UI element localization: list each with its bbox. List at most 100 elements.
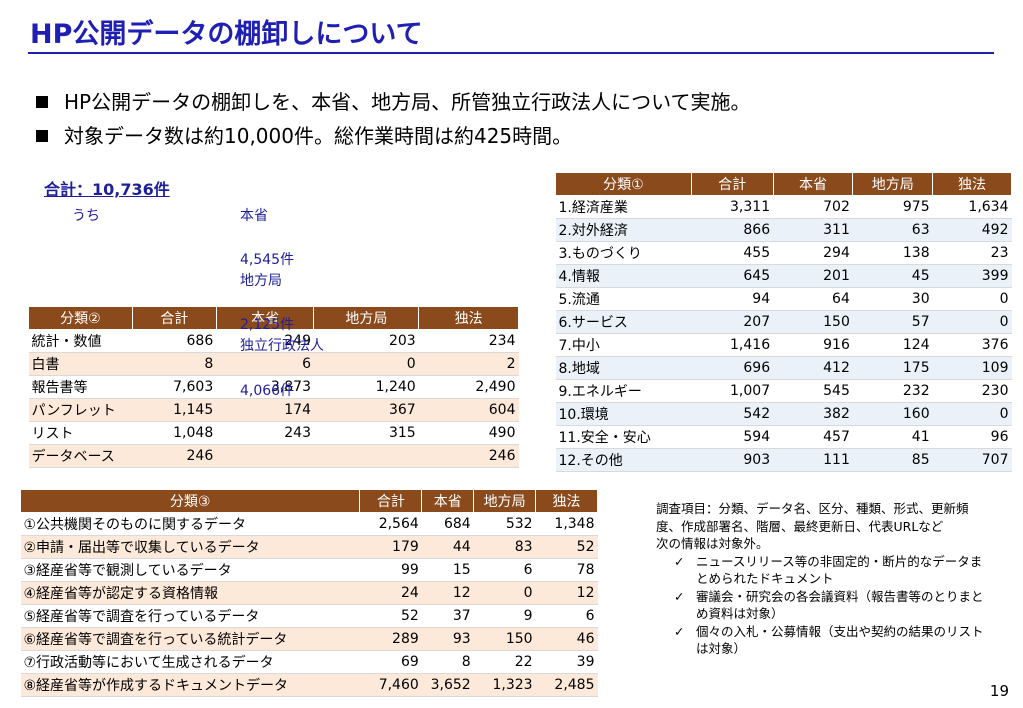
- table-cell: 2,485: [535, 673, 598, 697]
- table-cell: 52: [535, 535, 598, 559]
- table-cell: 311: [773, 218, 853, 242]
- table-cell: 686: [132, 329, 217, 353]
- table-cell: 109: [932, 356, 1012, 380]
- table-cell: 382: [773, 402, 853, 426]
- table-cell: 報告書等: [28, 375, 133, 399]
- table-cell: 39: [535, 650, 598, 674]
- table-row: ⑥経産省等で調査を行っている統計データ 289 93 150 46: [20, 627, 598, 651]
- exclusion-intro: 次の情報は対象外。: [656, 536, 769, 551]
- bullet-text: 対象データ数は約10,000件。総作業時間は約425時間。: [64, 124, 573, 148]
- table-cell: 15: [421, 558, 474, 582]
- table-row: ④経産省等が認定する資格情報 24 12 0 12: [20, 581, 598, 605]
- table-row: ①公共機関そのものに関するデータ 2,564 684 532 1,348: [20, 512, 598, 536]
- table-cell: 0: [932, 287, 1012, 311]
- table-cell: 6: [473, 558, 536, 582]
- table-row: パンフレット 1,145 174 367 604: [28, 398, 519, 422]
- table-row: 12.その他 903 111 85 707: [555, 448, 1012, 472]
- table-cell: 96: [932, 425, 1012, 449]
- exclusion-item: ✓ 個々の入札・公募情報（支出や契約の結果のリストは対象）: [656, 623, 986, 658]
- table-cell: 866: [691, 218, 774, 242]
- table-cell: 7,603: [132, 375, 217, 399]
- table-cell: 7.中小: [555, 333, 692, 357]
- table-cell: 白書: [28, 352, 133, 376]
- table-cell: 412: [773, 356, 853, 380]
- table-cell: 99: [359, 558, 422, 582]
- table-cell: 2,490: [418, 375, 519, 399]
- table-row: 1.経済産業 3,311 702 975 1,634: [555, 195, 1012, 219]
- table-cell: 8: [421, 650, 474, 674]
- table-cell: 294: [773, 241, 853, 265]
- check-icon: ✓: [674, 553, 685, 569]
- table-cell: 37: [421, 604, 474, 628]
- table-cell: 1,145: [132, 398, 217, 422]
- table-cell: 3,873: [216, 375, 314, 399]
- table-cell: 124: [852, 333, 933, 357]
- title-divider: [28, 52, 994, 54]
- table-cell: 0: [473, 581, 536, 605]
- table-cell: 594: [691, 425, 774, 449]
- breakdown-chihou-label: 地方局: [240, 273, 282, 289]
- table-cell: 179: [359, 535, 422, 559]
- table-cell: 94: [691, 287, 774, 311]
- table-cell: 3,311: [691, 195, 774, 219]
- table-cell: 160: [852, 402, 933, 426]
- table-header-row: 分類② 合計 本省 地方局 独法: [28, 306, 519, 330]
- table-row: 10.環境 542 382 160 0: [555, 402, 1012, 426]
- table-cell: 44: [421, 535, 474, 559]
- breakdown-uchi: うち: [72, 208, 100, 224]
- bullet-1: HP公開データの棚卸しを、本省、地方局、所管独立行政法人について実施。: [36, 86, 751, 115]
- column-header: 合計: [131, 306, 217, 330]
- table-cell: 315: [313, 421, 419, 445]
- table-cell: 1,007: [691, 379, 774, 403]
- table-cell: 492: [932, 218, 1012, 242]
- exclusion-item-text: 個々の入札・公募情報（支出や契約の結果のリストは対象）: [696, 623, 984, 657]
- table-row: 4.情報 645 201 45 399: [555, 264, 1012, 288]
- table-cell: 399: [932, 264, 1012, 288]
- table-cell: [313, 444, 419, 468]
- exclusion-item: ✓ ニュースリリース等の非固定的・断片的なデータまとめられたドキュメント: [656, 553, 986, 588]
- table-cell: ④経産省等が認定する資格情報: [20, 581, 360, 605]
- table-cell: 統計・数値: [28, 329, 133, 353]
- table-cell: 23: [932, 241, 1012, 265]
- table-classification-3: 分類③ 合計 本省 地方局 独法 ①公共機関そのものに関するデータ 2,564 68…: [19, 489, 598, 697]
- column-header: 本省: [215, 306, 315, 330]
- bullet-text: HP公開データの棚卸しを、本省、地方局、所管独立行政法人について実施。: [64, 90, 751, 114]
- table-cell: 203: [313, 329, 419, 353]
- column-header: 地方局: [473, 489, 537, 513]
- table-cell: 367: [313, 398, 419, 422]
- table-cell: 4.情報: [555, 264, 692, 288]
- table-cell: ⑧経産省等が作成するドキュメントデータ: [20, 673, 360, 697]
- table-cell: 455: [691, 241, 774, 265]
- table-cell: 174: [216, 398, 314, 422]
- column-header: 合計: [359, 489, 423, 513]
- check-icon: ✓: [674, 588, 685, 604]
- column-header: 本省: [772, 172, 854, 196]
- table-cell: 3,652: [421, 673, 474, 697]
- table-header-row: 分類③ 合計 本省 地方局 独法: [19, 489, 598, 513]
- table-cell: 2: [418, 352, 519, 376]
- table-row: 11.安全・安心 594 457 41 96: [555, 425, 1012, 449]
- table-cell: 9.エネルギー: [555, 379, 692, 403]
- table-classification-2: 分類② 合計 本省 地方局 独法 統計・数値 686 249 203 234 白書 8 6 0…: [28, 306, 519, 468]
- breakdown-dokuho-value: 4,066件: [240, 383, 295, 399]
- table-cell: 201: [773, 264, 853, 288]
- table-cell: データベース: [28, 444, 133, 468]
- table-row: ⑧経産省等が作成するドキュメントデータ 7,460 3,652 1,323 2,485: [20, 673, 598, 697]
- table-cell: 6.サービス: [555, 310, 692, 334]
- table-cell: 8: [132, 352, 217, 376]
- breakdown-honsho-label: 本省: [240, 208, 268, 224]
- column-header: 本省: [421, 489, 475, 513]
- table-cell: 9: [473, 604, 536, 628]
- table-cell: ⑥経産省等で調査を行っている統計データ: [20, 627, 360, 651]
- table-cell: 111: [773, 448, 853, 472]
- table-cell: 46: [535, 627, 598, 651]
- table-cell: 645: [691, 264, 774, 288]
- table-cell: 69: [359, 650, 422, 674]
- table-cell: [216, 444, 314, 468]
- table-cell: 10.環境: [555, 402, 692, 426]
- exclusion-item-text: ニュースリリース等の非固定的・断片的なデータまとめられたドキュメント: [696, 553, 983, 587]
- table-cell: 0: [313, 352, 419, 376]
- table-cell: 2,564: [359, 512, 422, 536]
- table-cell: 63: [852, 218, 933, 242]
- table-classification-1: 分類① 合計 本省 地方局 独法 1.経済産業 3,311 702 975 1,634 …: [555, 172, 1012, 472]
